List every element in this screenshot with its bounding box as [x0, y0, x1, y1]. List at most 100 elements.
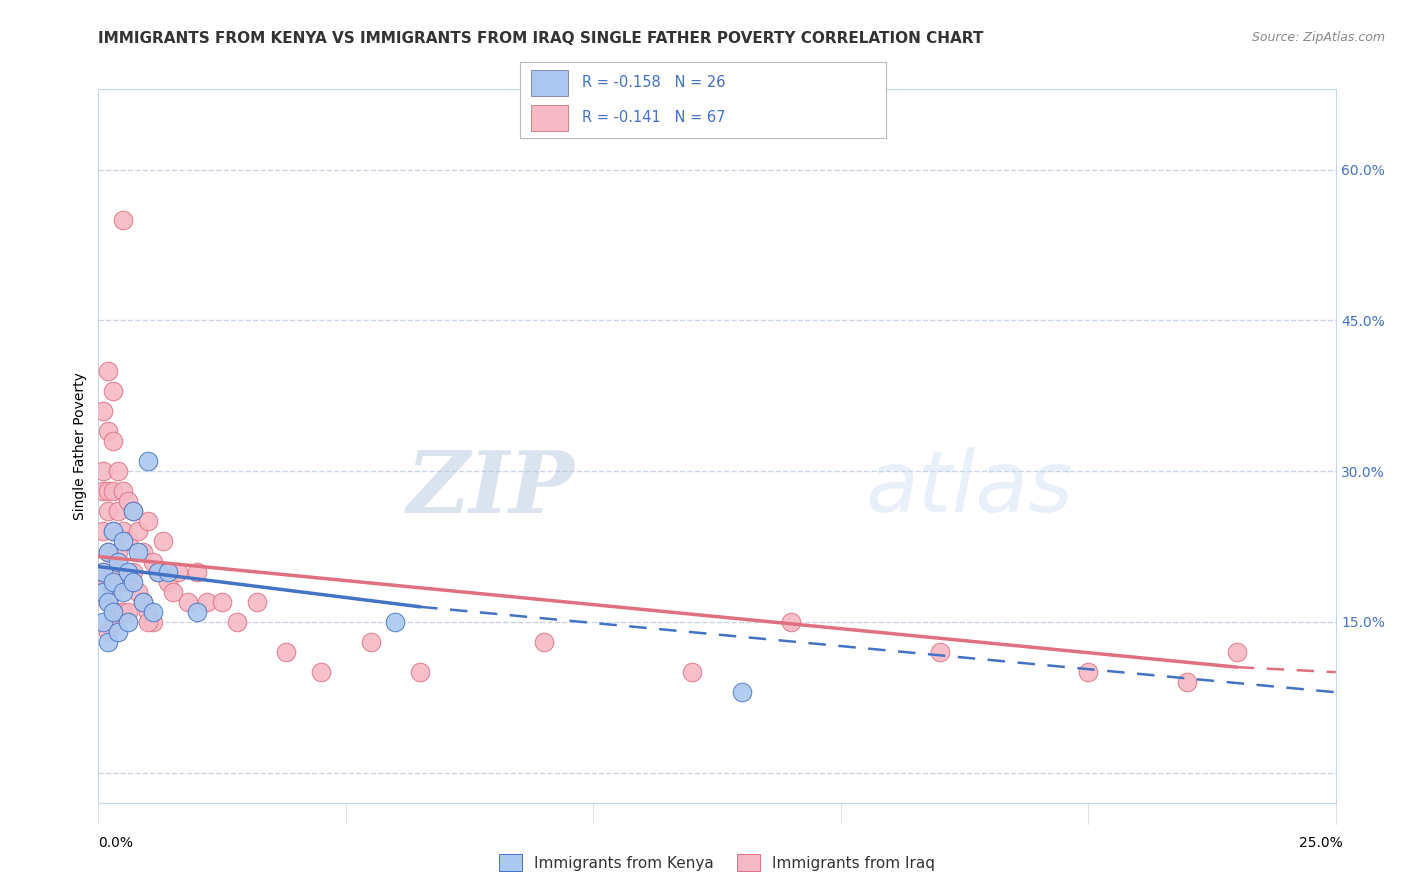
Point	[107, 624, 129, 639]
Point	[97, 484, 120, 499]
Point	[1226, 645, 1249, 659]
Point	[97, 504, 120, 518]
Point	[681, 665, 703, 680]
Text: 0.0%: 0.0%	[98, 836, 134, 850]
Point	[156, 574, 179, 589]
Point	[176, 595, 198, 609]
Text: Source: ZipAtlas.com: Source: ZipAtlas.com	[1251, 31, 1385, 45]
Point	[136, 605, 159, 619]
Point	[107, 565, 129, 579]
Point	[117, 534, 139, 549]
Bar	[531, 105, 568, 130]
Text: 25.0%: 25.0%	[1299, 836, 1343, 850]
Point	[246, 595, 269, 609]
Point	[384, 615, 406, 629]
Point	[97, 574, 120, 589]
Point	[107, 605, 129, 619]
Point	[112, 574, 135, 589]
Text: ZIP: ZIP	[406, 447, 575, 531]
Point	[107, 504, 129, 518]
Text: atlas: atlas	[866, 447, 1074, 531]
Point	[276, 645, 298, 659]
Point	[103, 434, 125, 448]
Point	[122, 504, 145, 518]
Point	[1175, 675, 1198, 690]
Point	[780, 615, 803, 629]
Point	[117, 615, 139, 629]
Point	[112, 524, 135, 539]
Point	[146, 565, 169, 579]
Point	[132, 595, 155, 609]
Legend: Immigrants from Kenya, Immigrants from Iraq: Immigrants from Kenya, Immigrants from I…	[494, 848, 941, 877]
Point	[112, 484, 135, 499]
Point	[186, 605, 208, 619]
Point	[93, 484, 115, 499]
Point	[127, 544, 149, 558]
Point	[166, 565, 188, 579]
Point	[103, 605, 125, 619]
Point	[136, 515, 159, 529]
Point	[97, 595, 120, 609]
Point	[103, 484, 125, 499]
Point	[93, 615, 115, 629]
Point	[533, 635, 555, 649]
Point	[127, 524, 149, 539]
Bar	[531, 70, 568, 95]
Point	[97, 544, 120, 558]
Point	[928, 645, 950, 659]
Point	[117, 565, 139, 579]
Point	[731, 685, 754, 699]
Point	[186, 565, 208, 579]
Point	[142, 555, 165, 569]
Point	[117, 574, 139, 589]
Text: R = -0.158   N = 26: R = -0.158 N = 26	[582, 76, 725, 90]
Text: IMMIGRANTS FROM KENYA VS IMMIGRANTS FROM IRAQ SINGLE FATHER POVERTY CORRELATION : IMMIGRANTS FROM KENYA VS IMMIGRANTS FROM…	[98, 31, 984, 46]
Point	[103, 574, 125, 589]
Point	[112, 212, 135, 227]
Point	[156, 565, 179, 579]
Point	[1077, 665, 1099, 680]
Point	[107, 464, 129, 478]
Point	[152, 534, 174, 549]
Point	[93, 584, 115, 599]
Point	[146, 565, 169, 579]
Point	[97, 595, 120, 609]
Point	[103, 584, 125, 599]
Point	[97, 544, 120, 558]
Text: R = -0.141   N = 67: R = -0.141 N = 67	[582, 111, 725, 125]
Point	[93, 464, 115, 478]
Point	[97, 624, 120, 639]
Point	[195, 595, 218, 609]
Point	[117, 605, 139, 619]
Point	[136, 615, 159, 629]
Point	[93, 524, 115, 539]
Point	[226, 615, 249, 629]
Point	[103, 565, 125, 579]
Point	[211, 595, 233, 609]
Point	[142, 615, 165, 629]
Point	[103, 384, 125, 398]
Point	[93, 404, 115, 418]
Point	[97, 424, 120, 438]
Point	[93, 565, 115, 579]
Point	[122, 565, 145, 579]
Point	[103, 524, 125, 539]
Point	[132, 595, 155, 609]
Point	[112, 605, 135, 619]
Point	[97, 363, 120, 377]
Point	[136, 454, 159, 468]
Point	[97, 635, 120, 649]
Point	[122, 574, 145, 589]
Point	[103, 524, 125, 539]
Point	[112, 534, 135, 549]
Point	[107, 544, 129, 558]
Point	[360, 635, 382, 649]
Point	[93, 565, 115, 579]
Point	[103, 615, 125, 629]
Point	[107, 555, 129, 569]
Point	[132, 544, 155, 558]
Point	[409, 665, 432, 680]
Point	[162, 584, 184, 599]
Point	[142, 605, 165, 619]
Point	[117, 494, 139, 508]
